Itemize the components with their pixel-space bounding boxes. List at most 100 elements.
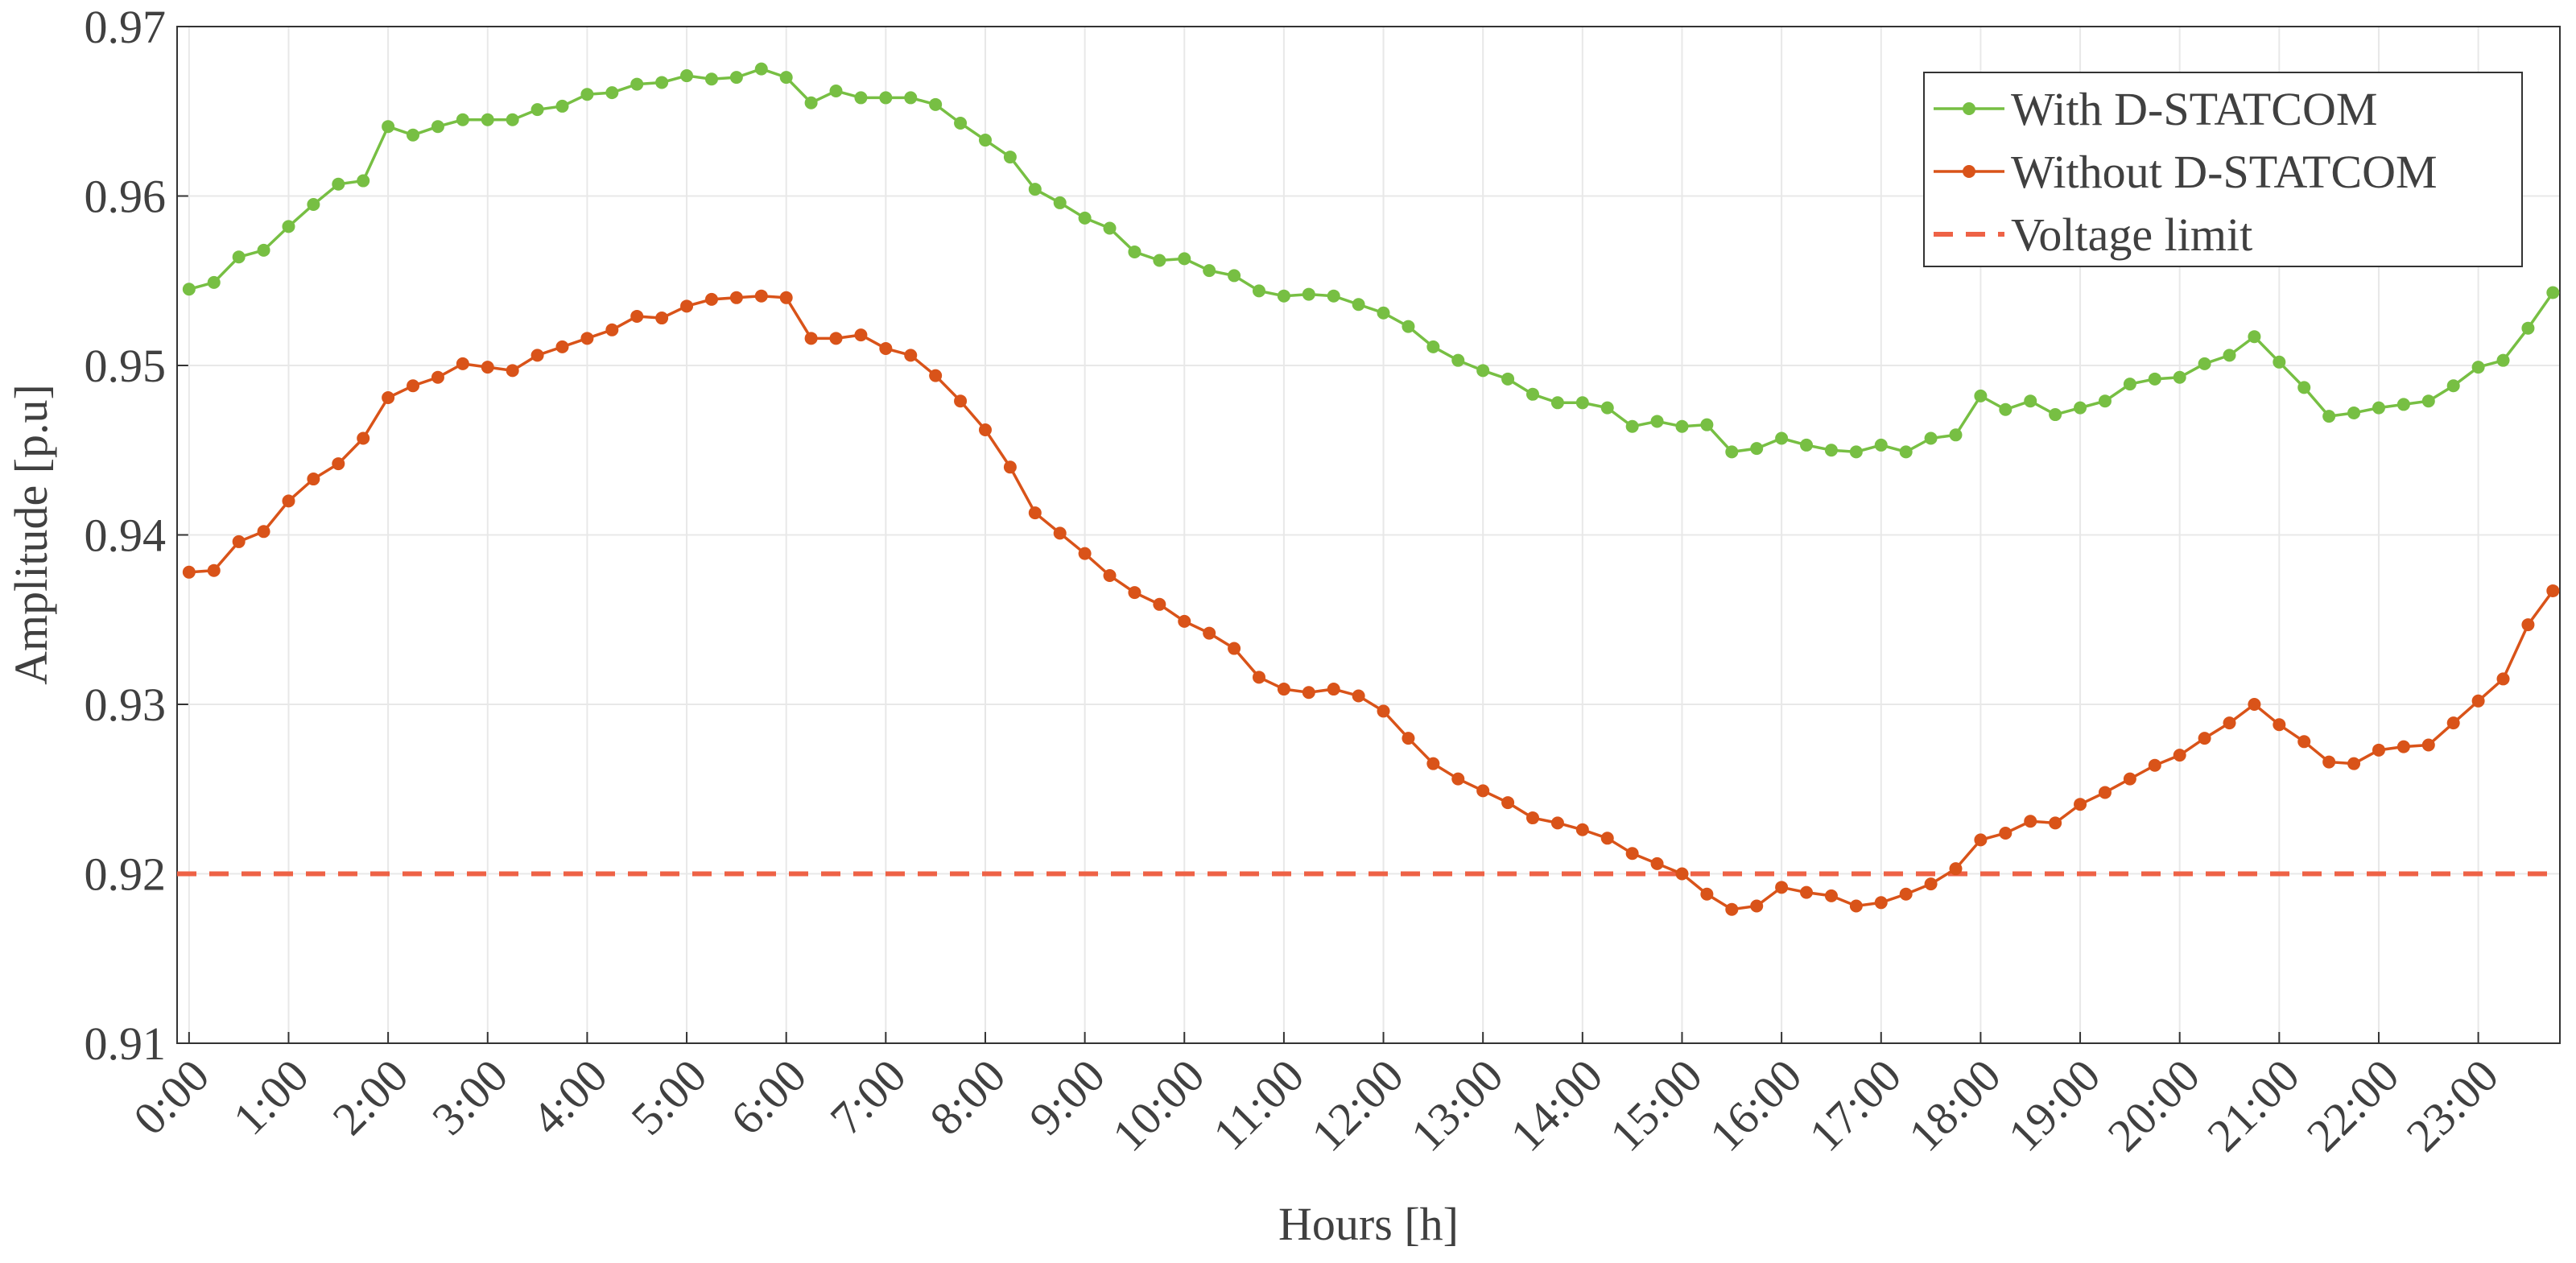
series-marker bbox=[1750, 442, 1764, 456]
series-marker bbox=[382, 390, 395, 404]
series-marker bbox=[1675, 419, 1689, 433]
series-marker bbox=[1028, 183, 1042, 196]
series-marker bbox=[929, 369, 943, 382]
series-marker bbox=[1003, 151, 1017, 164]
y-tick-label: 0.97 bbox=[85, 1, 167, 53]
series-marker bbox=[879, 91, 893, 105]
legend-label: Voltage limit bbox=[2011, 208, 2252, 261]
series-marker bbox=[2372, 743, 2385, 757]
plot-frame bbox=[176, 26, 2561, 1044]
series-marker bbox=[2223, 716, 2236, 730]
series-marker bbox=[2521, 618, 2535, 632]
series-marker bbox=[2396, 398, 2410, 411]
series-marker bbox=[1824, 889, 1838, 902]
series-marker bbox=[1899, 887, 1913, 901]
series-marker bbox=[2273, 355, 2286, 369]
series-marker bbox=[2223, 349, 2236, 362]
series-marker bbox=[1451, 353, 1465, 367]
series-marker bbox=[431, 370, 444, 384]
series-marker bbox=[779, 71, 793, 85]
series-marker bbox=[1078, 547, 1092, 560]
series-marker bbox=[2546, 286, 2560, 299]
series-marker bbox=[2074, 798, 2087, 811]
series-marker bbox=[2297, 735, 2311, 749]
series-marker bbox=[2074, 401, 2087, 415]
series-marker bbox=[407, 128, 420, 142]
series-marker bbox=[1725, 902, 1739, 916]
series-marker bbox=[506, 364, 519, 378]
series-marker bbox=[456, 113, 469, 126]
series-marker bbox=[1924, 431, 1938, 445]
series-marker bbox=[1949, 428, 1963, 442]
series-marker bbox=[954, 116, 968, 130]
series-marker bbox=[2347, 406, 2361, 419]
series-marker bbox=[1974, 833, 1988, 847]
series-marker bbox=[704, 292, 718, 306]
series-marker bbox=[332, 457, 345, 471]
series-marker bbox=[1153, 254, 1166, 267]
series-marker bbox=[1526, 387, 1540, 401]
series-marker bbox=[580, 88, 594, 101]
series-marker bbox=[655, 312, 669, 325]
series-marker bbox=[2396, 740, 2410, 753]
y-axis-label: Amplitude [p.u] bbox=[5, 384, 57, 685]
series-marker bbox=[357, 174, 370, 188]
series-marker bbox=[1228, 642, 1241, 655]
series-marker bbox=[1725, 445, 1739, 459]
legend-label: With D-STATCOM bbox=[2011, 83, 2377, 135]
series-marker bbox=[1451, 772, 1465, 786]
series-marker bbox=[1750, 899, 1764, 913]
series-marker bbox=[2049, 408, 2062, 422]
y-tick-label: 0.94 bbox=[85, 510, 167, 562]
series-marker bbox=[1053, 196, 1067, 209]
series-marker bbox=[207, 563, 221, 577]
series-marker bbox=[1924, 877, 1938, 891]
series-marker bbox=[1899, 445, 1913, 459]
series-marker bbox=[704, 72, 718, 86]
series-marker bbox=[1178, 614, 1191, 628]
series-marker bbox=[357, 431, 370, 445]
series-marker bbox=[804, 96, 818, 109]
series-marker bbox=[1600, 832, 1614, 845]
series-marker bbox=[2173, 370, 2186, 384]
series-marker bbox=[829, 84, 843, 97]
legend-box bbox=[1923, 72, 2523, 267]
series-marker bbox=[754, 289, 768, 303]
series-marker bbox=[2446, 716, 2460, 730]
series-marker bbox=[1203, 264, 1216, 278]
series-marker bbox=[1078, 211, 1092, 225]
series-marker bbox=[2198, 357, 2211, 370]
series-marker bbox=[1501, 796, 1515, 810]
series-marker bbox=[1203, 626, 1216, 640]
series-marker bbox=[481, 361, 494, 374]
series-marker bbox=[530, 103, 544, 117]
series-marker bbox=[829, 332, 843, 345]
series-marker bbox=[182, 565, 196, 579]
series-marker bbox=[904, 91, 918, 105]
series-marker bbox=[1999, 826, 2013, 840]
series-marker bbox=[2521, 321, 2535, 335]
series-marker bbox=[580, 332, 594, 345]
series-marker bbox=[2049, 816, 2062, 830]
series-marker bbox=[382, 120, 395, 134]
y-tick-label: 0.91 bbox=[85, 1017, 167, 1070]
series-marker bbox=[1800, 438, 1814, 452]
series-marker bbox=[2496, 672, 2510, 686]
series-marker bbox=[2446, 379, 2460, 393]
series-marker bbox=[1849, 899, 1863, 913]
series-marker bbox=[1800, 885, 1814, 899]
series-marker bbox=[1128, 586, 1141, 600]
series-marker bbox=[1228, 269, 1241, 283]
series-marker bbox=[2098, 786, 2112, 799]
series-marker bbox=[307, 473, 320, 486]
series-marker bbox=[2471, 694, 2485, 708]
series-marker bbox=[1103, 221, 1117, 235]
series-marker bbox=[207, 275, 221, 289]
series-marker bbox=[1700, 887, 1714, 901]
series-marker bbox=[1327, 289, 1340, 303]
series-marker bbox=[1999, 402, 2013, 416]
series-marker bbox=[1775, 431, 1789, 445]
series-marker bbox=[879, 341, 893, 355]
series-marker bbox=[257, 525, 270, 539]
